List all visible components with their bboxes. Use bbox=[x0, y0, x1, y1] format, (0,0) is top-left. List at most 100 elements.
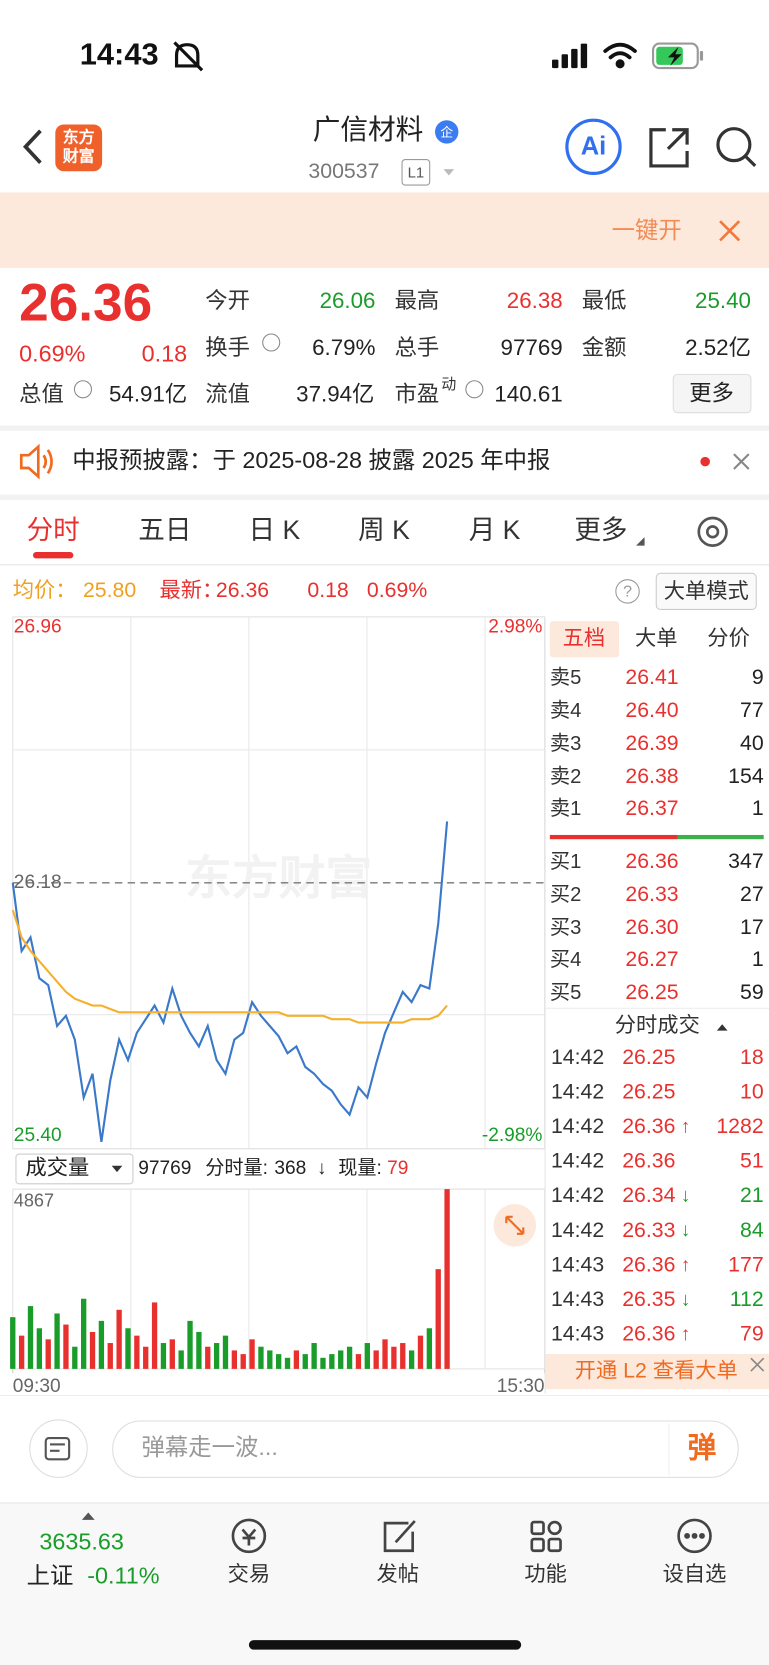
info-icon[interactable] bbox=[262, 333, 281, 352]
notice-dot bbox=[700, 456, 710, 467]
more-button[interactable] bbox=[672, 373, 752, 414]
volume-bar bbox=[187, 1320, 193, 1369]
field-value: 140.61 bbox=[494, 382, 562, 407]
dropdown-icon bbox=[111, 1165, 123, 1173]
volume-bar bbox=[373, 1350, 379, 1369]
field-value: 37.94亿 bbox=[296, 382, 374, 407]
comment-input[interactable] bbox=[112, 1420, 739, 1478]
book-volume: 17 bbox=[740, 915, 764, 939]
tab[interactable]: 日 K bbox=[249, 515, 301, 545]
current-volume: 79 bbox=[387, 1158, 408, 1179]
book-label: 卖3 bbox=[550, 732, 581, 755]
watermark: 东方财富 bbox=[185, 852, 372, 904]
nav-label[interactable]: 交易 bbox=[228, 1562, 271, 1586]
list-button[interactable] bbox=[29, 1419, 88, 1478]
share-button[interactable] bbox=[649, 128, 689, 168]
tab[interactable]: 月 K bbox=[469, 515, 521, 545]
ask-strength bbox=[549, 834, 678, 840]
book-volume: 1 bbox=[752, 796, 764, 820]
book-tab[interactable]: 大单 bbox=[635, 626, 678, 650]
separator bbox=[0, 494, 769, 500]
volume-bar bbox=[311, 1343, 317, 1369]
info-icon[interactable] bbox=[73, 380, 93, 399]
book-label: 卖4 bbox=[550, 699, 581, 722]
nav-label[interactable]: 发帖 bbox=[377, 1562, 420, 1586]
separator bbox=[0, 425, 769, 431]
search-button[interactable] bbox=[716, 127, 757, 168]
expand-button[interactable] bbox=[493, 1204, 537, 1247]
back-button[interactable] bbox=[22, 129, 42, 165]
ai-button[interactable]: Ai bbox=[565, 118, 622, 175]
field-value: 6.79% bbox=[312, 335, 375, 360]
l2-banner[interactable] bbox=[545, 1353, 769, 1390]
field-label: 今开 bbox=[205, 288, 250, 313]
y-tick-label: 25.40 bbox=[14, 1125, 62, 1146]
trade-price: 26.35 bbox=[622, 1287, 675, 1311]
indicator-select[interactable] bbox=[15, 1153, 134, 1185]
volume-bar bbox=[169, 1339, 175, 1369]
volume-bar bbox=[249, 1339, 255, 1369]
field-value: 97769 bbox=[501, 335, 563, 360]
tab[interactable]: 更多 bbox=[574, 515, 627, 545]
danmaku-button[interactable]: 弹 bbox=[688, 1432, 717, 1464]
banner-close[interactable] bbox=[719, 220, 741, 242]
volume-label[interactable]: 成交量 bbox=[26, 1156, 90, 1180]
volume-bar bbox=[213, 1343, 220, 1369]
percent: 0.69% bbox=[19, 340, 85, 366]
book-label: 买5 bbox=[550, 982, 581, 1004]
book-price: 26.25 bbox=[625, 980, 678, 1004]
trade-volume: 1282 bbox=[716, 1114, 763, 1138]
volume-total: 97769 bbox=[138, 1158, 191, 1179]
book-tab[interactable]: 分价 bbox=[707, 626, 750, 650]
l2-close[interactable] bbox=[750, 1357, 765, 1372]
stock-name: 广信材料 bbox=[313, 114, 424, 145]
dropdown-icon bbox=[443, 169, 455, 176]
l2-text[interactable]: 开通 L2 查看大单 bbox=[575, 1359, 738, 1383]
book-tab[interactable]: 五档 bbox=[563, 626, 606, 650]
mode-button[interactable] bbox=[655, 572, 757, 610]
index-name[interactable]: 上证 bbox=[27, 1563, 74, 1589]
trade-price: 26.34 bbox=[622, 1183, 675, 1207]
field-value: 54.91亿 bbox=[109, 382, 187, 407]
volume-bar bbox=[258, 1346, 264, 1369]
field-label: 流值 bbox=[205, 382, 250, 407]
trade-price: 26.36 bbox=[622, 1114, 675, 1138]
book-volume: 1 bbox=[752, 947, 764, 971]
help[interactable]: ? bbox=[623, 584, 632, 601]
book-price: 26.38 bbox=[625, 764, 678, 788]
volume-bar bbox=[346, 1346, 353, 1369]
nav-label[interactable]: 功能 bbox=[524, 1562, 567, 1586]
volume-bar bbox=[36, 1328, 43, 1369]
trade-time: 14:43 bbox=[551, 1252, 604, 1276]
banner-text[interactable]: 一键开 bbox=[612, 217, 682, 243]
series-line bbox=[11, 909, 448, 1024]
nav-label[interactable]: 设自选 bbox=[663, 1562, 727, 1586]
tab[interactable]: 五日 bbox=[138, 515, 191, 545]
trades-title: 分时成交 bbox=[615, 1013, 700, 1037]
trade-price: 26.36 bbox=[622, 1321, 675, 1345]
tab[interactable]: 分时 bbox=[27, 515, 80, 545]
volume-bar bbox=[400, 1343, 406, 1369]
help-circle[interactable] bbox=[615, 579, 640, 604]
notice-text[interactable]: 中报预披露：于 2025-08-28 披露 2025 年中报 bbox=[72, 447, 550, 473]
volume-bar bbox=[54, 1313, 60, 1369]
tab[interactable]: 周 K bbox=[358, 515, 410, 545]
charts: 东方财富 26.96 26.18 25.40 2.98% -2.98% 4867 09:30 1… bbox=[10, 616, 546, 1397]
index-change[interactable]: -0.11% bbox=[87, 1563, 159, 1589]
volume-bar bbox=[435, 1269, 441, 1369]
expand-icon[interactable] bbox=[81, 1512, 95, 1520]
notice-close[interactable] bbox=[733, 453, 750, 470]
tab-bg bbox=[549, 621, 620, 658]
field-label: 换手 bbox=[205, 335, 250, 360]
mode-label[interactable]: 大单模式 bbox=[664, 579, 749, 603]
more-label[interactable]: 更多 bbox=[689, 381, 734, 406]
book-price: 26.36 bbox=[625, 849, 678, 873]
volume-bar bbox=[98, 1320, 105, 1369]
index-value[interactable]: 3635.63 bbox=[39, 1528, 123, 1554]
wifi-icon bbox=[603, 42, 637, 69]
comment-placeholder[interactable]: 弹幕走一波... bbox=[141, 1434, 277, 1460]
volume-bar bbox=[408, 1350, 415, 1369]
latest-change: 0.18 bbox=[307, 578, 348, 602]
settings-button[interactable] bbox=[697, 516, 728, 547]
info-icon[interactable] bbox=[465, 380, 484, 399]
